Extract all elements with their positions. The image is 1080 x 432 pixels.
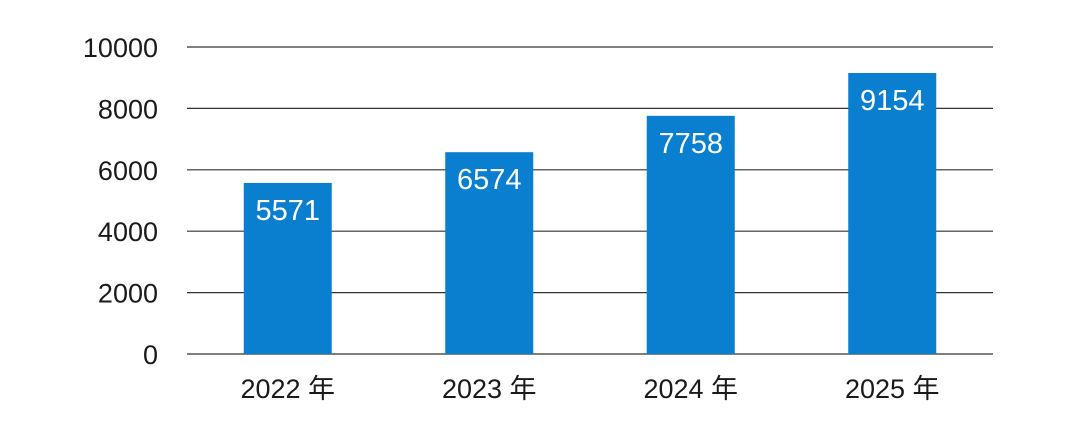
data-labels: 5571 6574 7758 9154 [255,85,924,227]
y-axis-tick-labels: 0 2000 4000 6000 8000 10000 [83,33,158,370]
bar [445,152,534,354]
x-tick-label: 2025 年 [845,374,940,404]
bar [243,182,332,354]
bars [243,72,937,354]
y-tick-label: 0 [143,340,158,370]
x-tick-label: 2023 年 [442,374,537,404]
y-tick-label: 2000 [98,279,158,309]
data-label: 5571 [255,195,320,227]
x-tick-label: 2022 年 [240,374,335,404]
data-label: 9154 [860,85,925,117]
data-label: 7758 [658,128,723,160]
bar [848,72,937,354]
y-tick-label: 10000 [83,33,158,63]
y-tick-label: 8000 [98,94,158,124]
x-axis-tick-labels: 2022 年 2023 年 2024 年 2025 年 [240,374,939,404]
y-tick-label: 6000 [98,156,158,186]
bar [646,115,735,354]
x-tick-label: 2024 年 [643,374,738,404]
y-tick-label: 4000 [98,217,158,247]
data-label: 6574 [457,164,522,196]
